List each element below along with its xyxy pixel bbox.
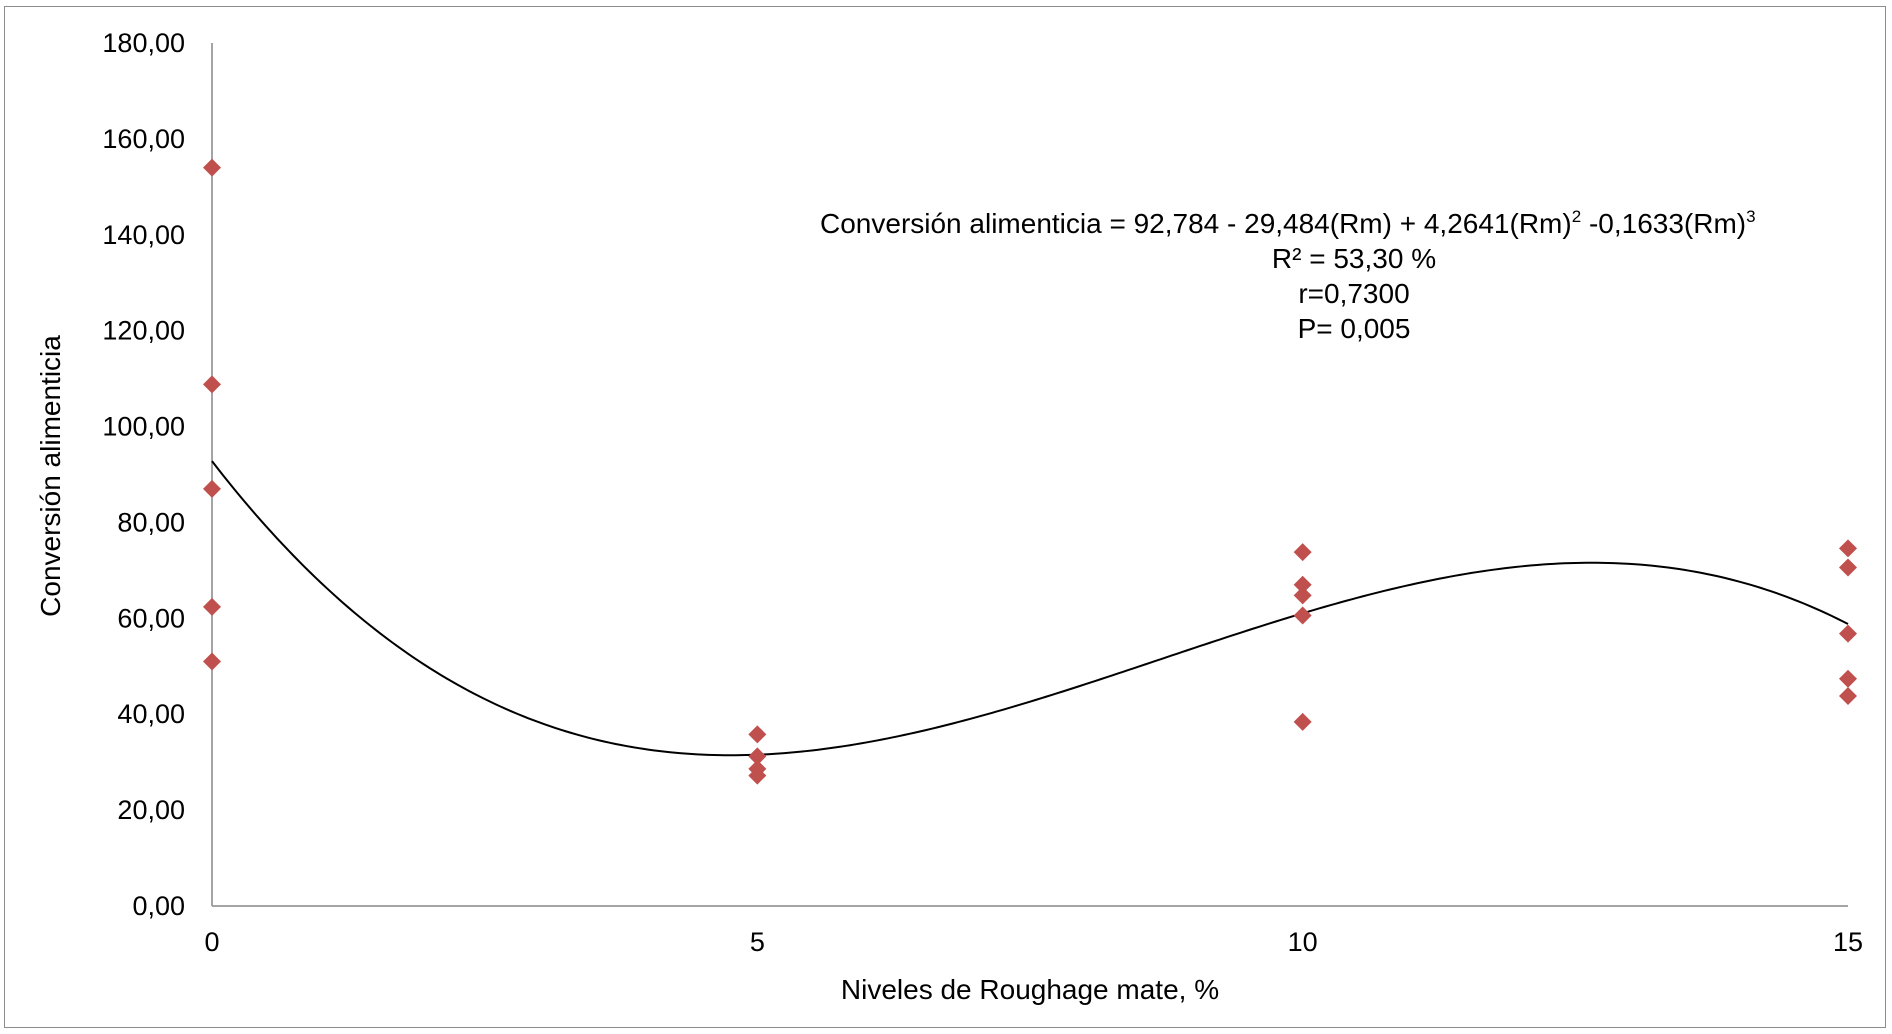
x-tick-label: 0 — [204, 927, 219, 957]
y-tick-label: 180,00 — [102, 28, 185, 58]
axes — [211, 43, 1848, 907]
equation-text: Conversión alimenticia = 92,784 - 29,484… — [820, 207, 1756, 239]
y-tick-label: 80,00 — [117, 507, 185, 537]
data-point — [203, 597, 221, 616]
y-axis-title: Conversión alimenticia — [35, 335, 66, 617]
x-tick-label: 15 — [1833, 927, 1863, 957]
r-squared-text: R² = 53,30 % — [1272, 243, 1436, 274]
data-point — [203, 479, 221, 498]
data-point — [1293, 575, 1312, 594]
data-point — [203, 652, 221, 671]
x-tick-label: 5 — [750, 927, 765, 957]
y-tick-label: 100,00 — [102, 412, 185, 442]
y-tick-label: 160,00 — [102, 124, 185, 154]
y-tick-label: 0,00 — [132, 891, 185, 921]
data-point — [203, 375, 221, 394]
regression-annotation: Conversión alimenticia = 92,784 - 29,484… — [820, 207, 1756, 344]
data-point — [1839, 669, 1857, 688]
data-point — [1839, 539, 1857, 558]
data-point — [1293, 606, 1312, 625]
data-point — [1293, 712, 1312, 731]
y-tick-labels: 0,00 20,00 40,00 60,00 80,00 100,00 120,00 140,… — [102, 28, 185, 921]
trendline — [211, 460, 1849, 757]
y-tick-label: 20,00 — [117, 795, 185, 825]
equation-main: Conversión alimenticia = 92,784 - 29,484… — [820, 208, 1572, 239]
y-tick-label: 120,00 — [102, 316, 185, 346]
r-text: r=0,7300 — [1298, 278, 1409, 309]
equation-exp-2: 2 — [1572, 207, 1581, 226]
data-point — [1293, 586, 1312, 605]
p-value-text: P= 0,005 — [1298, 313, 1411, 344]
x-axis-title: Niveles de Roughage mate, % — [841, 974, 1219, 1005]
data-point — [1839, 558, 1857, 577]
chart-frame — [4, 6, 1886, 1028]
data-point — [1839, 624, 1857, 643]
data-point — [203, 158, 221, 177]
x-tick-labels: 0 5 10 15 — [204, 927, 1863, 957]
data-point — [748, 766, 767, 785]
equation-cubic: -0,1633(Rm) — [1581, 208, 1746, 239]
data-point — [1293, 543, 1312, 562]
y-tick-label: 60,00 — [117, 603, 185, 633]
data-point — [748, 747, 767, 766]
data-point — [1839, 687, 1857, 706]
y-tick-label: 140,00 — [102, 220, 185, 250]
equation-exp-3: 3 — [1746, 207, 1755, 226]
y-tick-label: 40,00 — [117, 699, 185, 729]
x-tick-label: 10 — [1288, 927, 1318, 957]
data-points — [203, 158, 1857, 785]
data-point — [748, 725, 767, 744]
